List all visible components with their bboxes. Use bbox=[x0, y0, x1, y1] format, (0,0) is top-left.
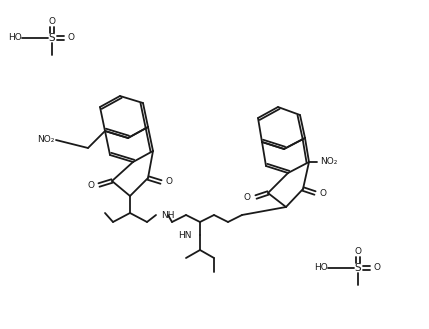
Text: HO: HO bbox=[8, 34, 22, 42]
Text: O: O bbox=[354, 247, 362, 257]
Text: O: O bbox=[48, 17, 55, 27]
Text: HN: HN bbox=[178, 231, 192, 240]
Text: O: O bbox=[374, 264, 381, 272]
Text: O: O bbox=[244, 192, 251, 201]
Text: O: O bbox=[166, 178, 173, 187]
Text: S: S bbox=[355, 263, 361, 273]
Text: NO₂: NO₂ bbox=[38, 136, 55, 144]
Text: NO₂: NO₂ bbox=[320, 158, 337, 166]
Text: O: O bbox=[87, 181, 94, 190]
Text: HO: HO bbox=[314, 264, 328, 272]
Text: NH: NH bbox=[161, 211, 175, 219]
Text: S: S bbox=[48, 33, 55, 43]
Text: O: O bbox=[68, 34, 75, 42]
Text: O: O bbox=[320, 189, 327, 197]
